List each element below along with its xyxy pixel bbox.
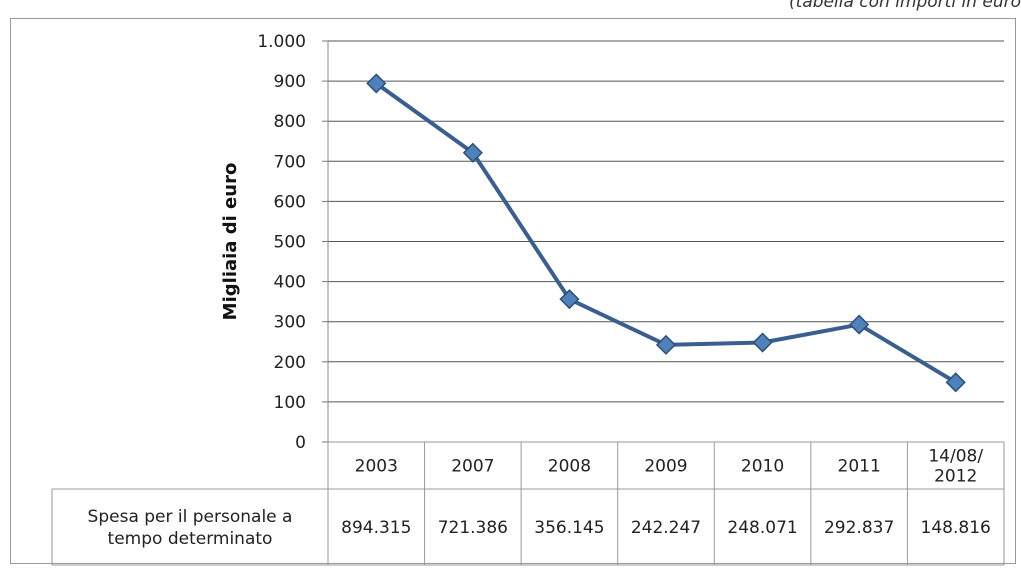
data-table-value: 242.247	[631, 518, 701, 538]
y-tick-label: 700	[274, 152, 306, 172]
data-table-value: 894.315	[341, 518, 411, 538]
data-point-marker	[849, 314, 870, 335]
x-category-label: 2009	[644, 457, 687, 477]
x-category-label: 2011	[838, 457, 881, 477]
y-tick-label: 900	[274, 72, 306, 92]
y-axis-title: Migliaia di euro	[220, 163, 241, 321]
data-point-marker	[752, 332, 773, 353]
x-category-label: 2010	[741, 457, 784, 477]
data-table-value: 148.816	[921, 518, 991, 538]
x-category-label: 14/08/2012	[928, 447, 983, 487]
y-tick-label: 800	[274, 112, 306, 132]
data-point-marker	[462, 142, 483, 163]
data-point-marker	[945, 372, 966, 393]
y-tick-label: 300	[274, 313, 306, 333]
data-table-value: 356.145	[534, 518, 604, 538]
y-tick-label: 600	[274, 192, 306, 212]
data-point-marker	[366, 73, 387, 94]
y-tick-label: 0	[295, 433, 306, 453]
y-tick-label: 500	[274, 233, 306, 253]
chart-frame	[10, 18, 1016, 564]
data-table-value: 721.386	[438, 518, 508, 538]
series-row-label: Spesa per il personale a tempo determinat…	[88, 507, 293, 549]
data-point-marker	[655, 334, 677, 355]
x-category-label: 2003	[355, 457, 398, 477]
data-point-marker	[559, 289, 580, 310]
x-category-label: 2007	[451, 457, 494, 477]
data-table-value: 292.837	[824, 518, 894, 538]
y-tick-label: 1.000	[257, 32, 306, 52]
table-caption: (tabella con importi in euro	[789, 0, 1021, 12]
data-table-value: 248.071	[727, 518, 797, 538]
y-tick-label: 400	[274, 273, 306, 293]
x-category-label: 2008	[548, 457, 591, 477]
y-tick-label: 200	[274, 353, 306, 373]
y-tick-label: 100	[274, 393, 306, 413]
